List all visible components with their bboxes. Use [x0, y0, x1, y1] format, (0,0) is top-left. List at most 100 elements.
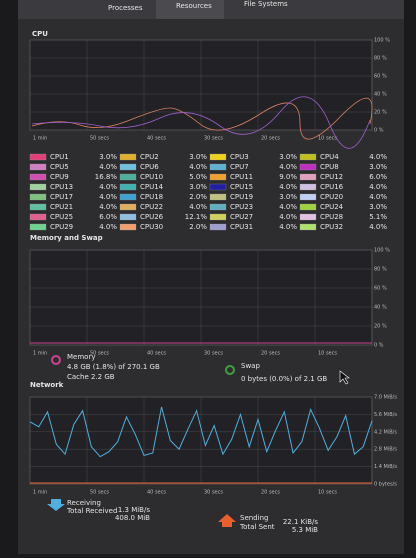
- x-tick-label: 30 secs: [204, 136, 223, 142]
- x-tick-label: 40 secs: [147, 490, 166, 496]
- cpu-name: CPU27: [230, 213, 253, 221]
- cpu-name: CPU9: [50, 173, 69, 181]
- cpu-color-swatch: [209, 203, 227, 211]
- cpu-usage: 4.0%: [279, 163, 297, 171]
- x-tick-label: 1 min: [33, 490, 47, 496]
- cpu-name: CPU23: [230, 203, 253, 211]
- cpu-usage: 3.0%: [369, 203, 387, 211]
- y-tick-label: 40 %: [374, 92, 387, 98]
- cpu-usage: 3.0%: [279, 153, 297, 161]
- cpu-color-swatch: [29, 193, 47, 201]
- cpu-usage: 4.0%: [99, 203, 117, 211]
- y-tick-label: 1.4 MiB/s: [374, 464, 397, 470]
- cpu-color-swatch: [29, 223, 47, 231]
- cpu-name: CPU14: [140, 183, 164, 191]
- cpu-usage: 4.0%: [189, 203, 207, 211]
- cpu-name: CPU22: [140, 203, 163, 211]
- cpu-name: CPU1: [50, 153, 69, 161]
- cpu-name: CPU4: [320, 153, 339, 161]
- swap-icon: [225, 365, 235, 375]
- swap-value: 0 bytes (0.0%) of 2.1 GB: [241, 375, 327, 383]
- cpu-usage: 4.0%: [279, 213, 297, 221]
- cpu-color-swatch: [209, 153, 227, 161]
- y-tick-label: 4.2 MiB/s: [374, 429, 397, 435]
- x-tick-label: 10 secs: [318, 351, 337, 357]
- cpu-name: CPU24: [320, 203, 344, 211]
- cpu-name: CPU6: [140, 163, 159, 171]
- cpu-color-swatch: [29, 163, 47, 171]
- cpu-usage: 4.0%: [99, 193, 117, 201]
- cpu-usage: 4.0%: [369, 193, 387, 201]
- cpu-color-swatch: [209, 223, 227, 231]
- cpu-usage: 3.0%: [279, 193, 297, 201]
- memory-value: 4.8 GB (1.8%) of 270.1 GB: [67, 363, 160, 371]
- cpu-name: CPU5: [50, 163, 69, 171]
- cpu-color-swatch: [119, 183, 137, 191]
- cpu-usage: 2.0%: [189, 193, 207, 201]
- y-tick-label: 100 %: [374, 38, 390, 44]
- cpu-usage: 3.0%: [189, 183, 207, 191]
- y-tick-label: 0 bytes/s: [374, 482, 397, 488]
- y-tick-label: 0 %: [374, 343, 384, 349]
- receiving-label: Receiving: [67, 499, 101, 507]
- x-tick-label: 30 secs: [204, 490, 223, 496]
- cpu-name: CPU19: [230, 193, 253, 201]
- cpu-color-swatch: [299, 183, 317, 191]
- y-tick-label: 60 %: [374, 74, 387, 80]
- section-heading[interactable]: Memory and Swap: [30, 234, 103, 242]
- y-tick-label: 80 %: [374, 267, 387, 273]
- cpu-color-swatch: [299, 173, 317, 181]
- cpu-color-swatch: [119, 193, 137, 201]
- cpu-name: CPU16: [320, 183, 344, 191]
- x-tick-label: 50 secs: [90, 136, 109, 142]
- tab[interactable]: Processes: [108, 4, 143, 12]
- cpu-name: CPU15: [230, 183, 253, 191]
- total-sent: 5.3 MiB: [292, 526, 318, 534]
- cpu-name: CPU11: [230, 173, 253, 181]
- tab[interactable]: File Systems: [244, 0, 288, 8]
- cpu-color-swatch: [119, 223, 137, 231]
- cpu-usage: 4.0%: [369, 153, 387, 161]
- cpu-usage: 3.0%: [99, 153, 117, 161]
- cpu-color-swatch: [299, 213, 317, 221]
- cpu-usage: 4.0%: [279, 223, 297, 231]
- cpu-color-swatch: [29, 153, 47, 161]
- cpu-usage: 9.0%: [279, 173, 297, 181]
- section-heading[interactable]: CPU: [32, 30, 48, 38]
- cpu-color-swatch: [119, 203, 137, 211]
- cpu-usage: 5.1%: [369, 213, 387, 221]
- cpu-color-swatch: [209, 193, 227, 201]
- cpu-name: CPU2: [140, 153, 159, 161]
- cpu-color-swatch: [209, 173, 227, 181]
- cpu-usage: 12.1%: [185, 213, 208, 221]
- cpu-usage: 3.0%: [369, 163, 387, 171]
- x-tick-label: 20 secs: [261, 490, 280, 496]
- section-heading[interactable]: Network: [30, 381, 64, 389]
- x-tick-label: 50 secs: [90, 490, 109, 496]
- received-line: [29, 406, 373, 458]
- y-tick-label: 20 %: [374, 324, 387, 330]
- receive-icon: [47, 499, 65, 511]
- cpu-name: CPU21: [50, 203, 73, 211]
- x-tick-label: 10 secs: [318, 490, 337, 496]
- cpu-color-swatch: [119, 163, 137, 171]
- cpu-usage: 4.0%: [99, 163, 117, 171]
- total-received-label: Total Received: [66, 507, 117, 515]
- y-tick-label: 0 %: [374, 128, 384, 134]
- cpu-name: CPU20: [320, 193, 343, 201]
- tab[interactable]: Resources: [176, 2, 212, 10]
- x-tick-label: 10 secs: [318, 136, 337, 142]
- y-tick-label: 60 %: [374, 286, 387, 292]
- cpu-name: CPU7: [230, 163, 249, 171]
- cpu-color-swatch: [209, 183, 227, 191]
- cpu-color-swatch: [29, 173, 47, 181]
- x-tick-label: 1 min: [33, 136, 47, 142]
- y-tick-label: 40 %: [374, 305, 387, 311]
- cpu-color-swatch: [119, 173, 137, 181]
- cpu-color-swatch: [29, 203, 47, 211]
- cpu-usage: 3.0%: [189, 153, 207, 161]
- x-tick-label: 50 secs: [90, 351, 109, 357]
- total-sent-label: Total Sent: [239, 523, 275, 531]
- x-tick-label: 20 secs: [261, 351, 280, 357]
